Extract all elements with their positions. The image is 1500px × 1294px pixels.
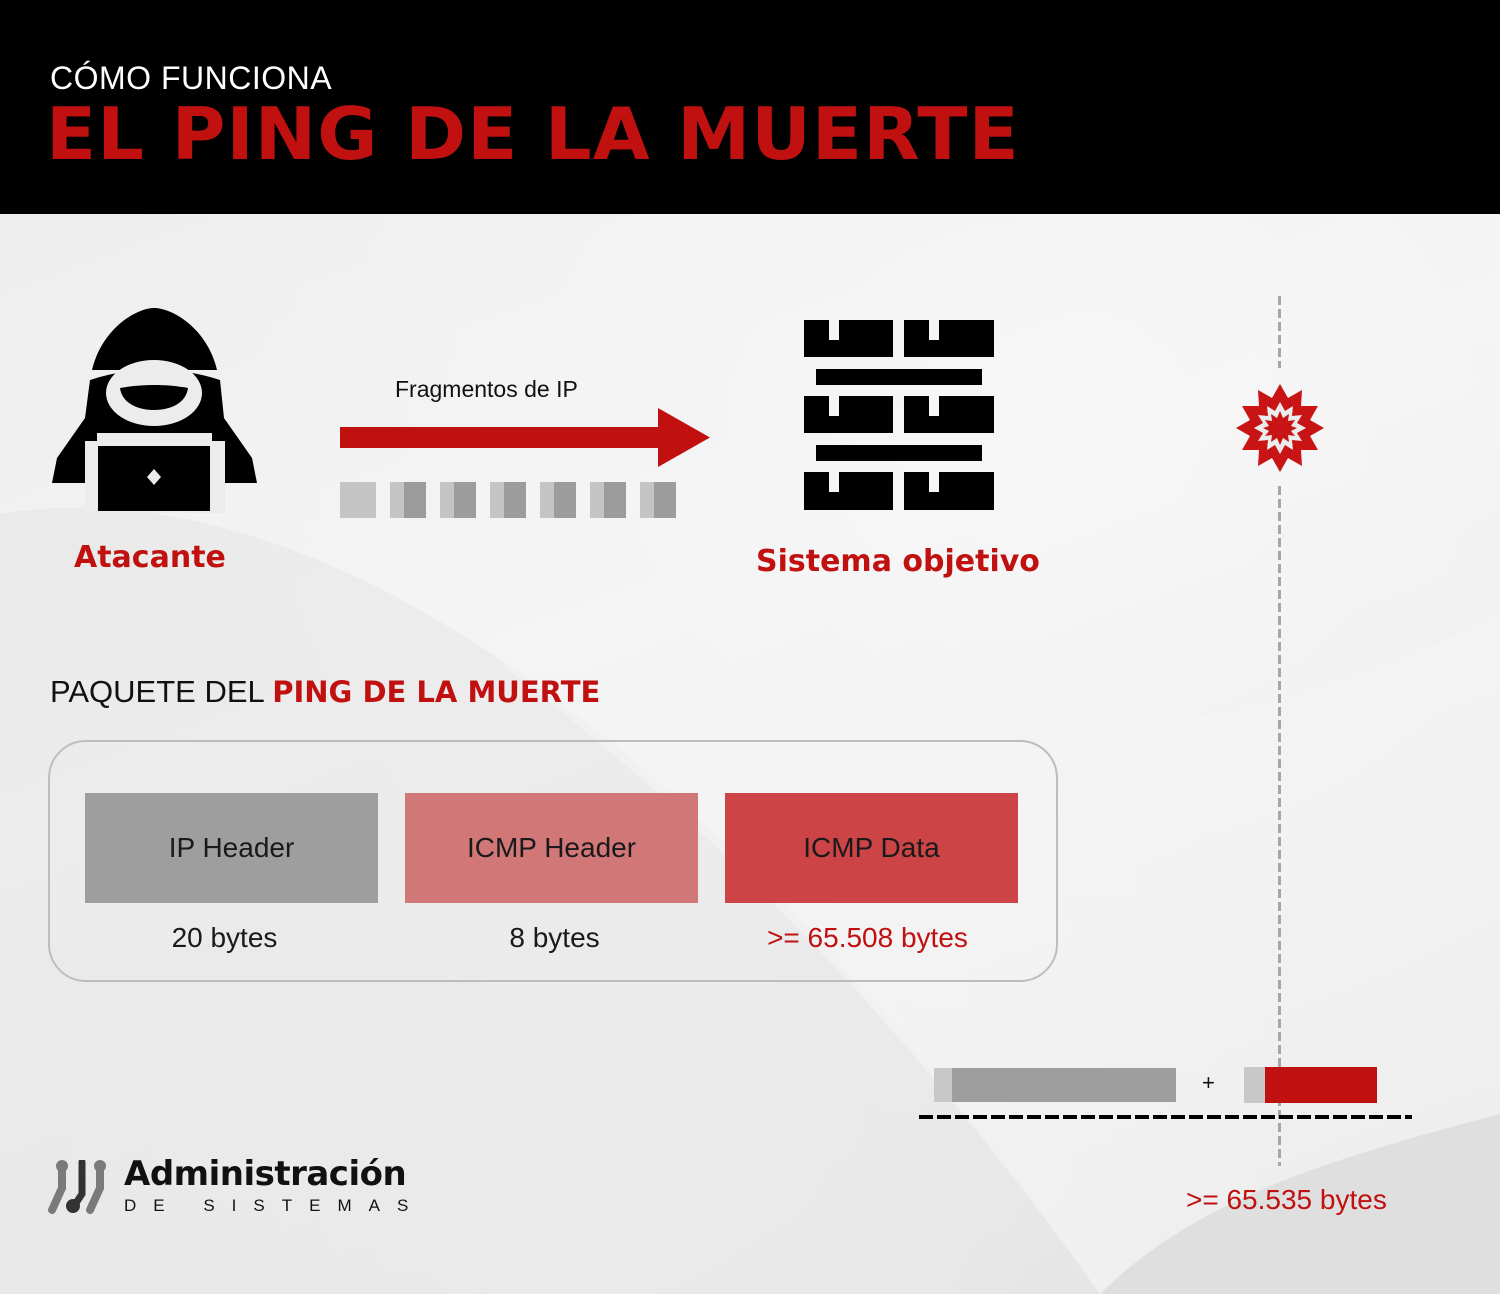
header-subtitle: CÓMO FUNCIONA xyxy=(50,60,333,96)
header-title: EL PING DE LA MUERTE xyxy=(46,92,1020,176)
sum-bar-gray xyxy=(952,1068,1176,1102)
ip-header-size: 20 bytes xyxy=(171,922,278,953)
ip-header-block: IP Header xyxy=(85,793,378,903)
logo-icon xyxy=(48,1160,106,1214)
sum-dashed-line xyxy=(919,1115,1412,1119)
ip-fragments xyxy=(340,482,676,518)
fragment xyxy=(340,482,376,518)
fragment xyxy=(490,482,526,518)
icmp-data-block: ICMP Data xyxy=(725,793,1018,903)
logo-tagline: DE SISTEMAS xyxy=(124,1196,426,1215)
explosion-icon xyxy=(1236,384,1324,472)
header-banner: CÓMO FUNCIONA EL PING DE LA MUERTE xyxy=(0,0,1500,214)
icmp-header-size: 8 bytes xyxy=(509,922,600,953)
limit-line xyxy=(1278,296,1281,368)
target-label: Sistema objetivo xyxy=(756,544,1040,579)
block-label: ICMP Header xyxy=(466,832,637,863)
icmp-header-block: ICMP Header xyxy=(405,793,698,903)
attacker-label: Atacante xyxy=(74,540,226,575)
fragment xyxy=(640,482,676,518)
packet-title-highlight: PING DE LA MUERTE xyxy=(272,675,601,709)
sum-bar-right-light xyxy=(1244,1067,1265,1103)
block-label: IP Header xyxy=(168,832,295,863)
plus-sign: + xyxy=(1202,1070,1215,1095)
icmp-data-size: >= 65.508 bytes xyxy=(767,922,968,953)
fragment xyxy=(390,482,426,518)
logo-name: Administración xyxy=(124,1154,407,1194)
fragment xyxy=(540,482,576,518)
packet-container xyxy=(48,740,1058,982)
total-size: >= 65.535 bytes xyxy=(1186,1184,1387,1215)
limit-line xyxy=(1278,486,1281,1166)
arrow-right-icon xyxy=(340,408,710,467)
arrow-label: Fragmentos de IP xyxy=(395,376,578,402)
sum-bar-red xyxy=(1265,1067,1377,1103)
firewall-icon xyxy=(804,320,994,510)
packet-title-prefix: PAQUETE DEL xyxy=(50,674,273,709)
block-label: ICMP Data xyxy=(803,832,940,863)
packet-section-title: PAQUETE DEL PING DE LA MUERTE xyxy=(50,674,600,710)
fragment xyxy=(590,482,626,518)
hacker-icon xyxy=(52,308,257,513)
fragment xyxy=(440,482,476,518)
sum-bar-left-light xyxy=(934,1068,952,1102)
